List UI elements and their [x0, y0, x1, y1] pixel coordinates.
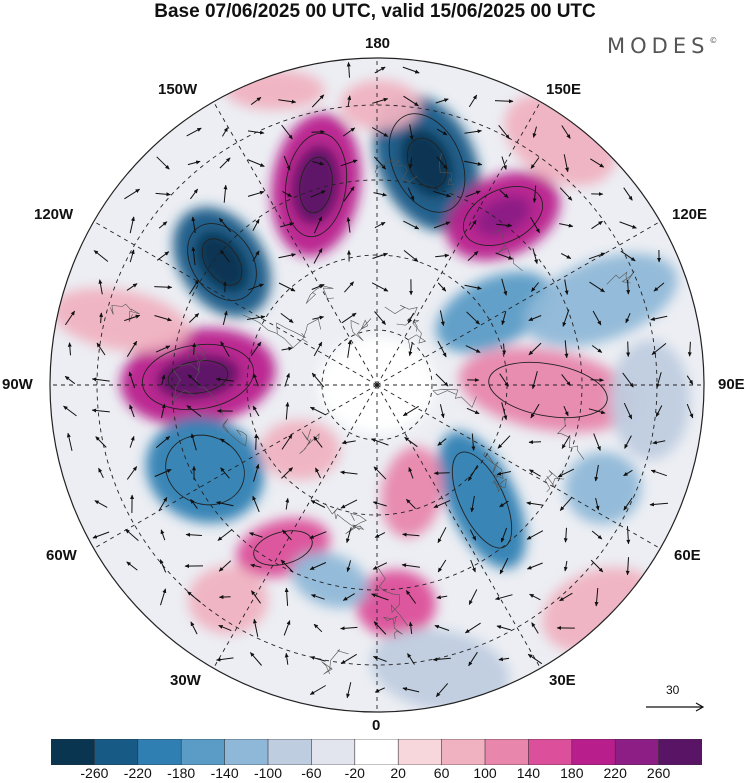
colorbar-swatch [614, 739, 660, 765]
colorbar-tick-label: 60 [433, 765, 450, 781]
colorbar-tick-label: -20 [344, 765, 365, 781]
colorbar-tick-label: 140 [516, 765, 541, 781]
colorbar-swatch [94, 739, 139, 765]
colorbar-swatch [51, 739, 96, 765]
colorbar-swatch [397, 739, 443, 765]
colorbar-tick-label: 180 [560, 765, 584, 781]
lon-label-180: 180 [365, 35, 391, 52]
lon-label-60w: 60W [46, 547, 77, 564]
lon-label-90e: 90E [718, 376, 745, 393]
lon-label-0: 0 [372, 717, 381, 734]
colorbar-swatch [137, 739, 183, 765]
colorbar-swatch [528, 739, 573, 765]
colorbar-tick-label: -220 [123, 765, 152, 781]
colorbar-swatch [224, 739, 269, 765]
colorbar-swatch [180, 739, 226, 765]
lon-label-30w: 30W [170, 672, 201, 689]
lon-label-120e: 120E [672, 206, 708, 223]
colorbar-tick-label: -140 [210, 765, 239, 781]
colorbar [51, 739, 702, 765]
reference-vector-arrow [646, 702, 705, 712]
colorbar-swatch [267, 739, 313, 765]
colorbar-swatch [311, 739, 356, 765]
colorbar-swatch [571, 739, 616, 765]
colorbar-tick-label: 220 [603, 765, 627, 781]
colorbar-tick-label: -260 [80, 765, 109, 781]
lon-label-150e: 150E [546, 81, 582, 98]
colorbar-tick-label: 20 [390, 765, 406, 781]
colorbar-tick-label: 260 [646, 765, 671, 781]
colorbar-swatch [354, 739, 399, 765]
lon-label-120w: 120W [34, 206, 74, 223]
colorbar-swatch [441, 739, 486, 765]
colorbar-tick-label: -60 [301, 765, 322, 781]
brand-logo: MODES© [607, 34, 718, 58]
colorbar-swatch [658, 739, 702, 765]
reference-vector-label: 30 [666, 683, 680, 697]
lon-label-90w: 90W [2, 376, 33, 393]
colorbar-tick-label: 100 [473, 765, 497, 781]
lon-label-150w: 150W [158, 81, 198, 98]
page-title: Base 07/06/2025 00 UTC, valid 15/06/2025… [154, 1, 596, 22]
colorbar-tick-label: -180 [167, 765, 196, 781]
lon-label-30e: 30E [549, 672, 576, 689]
colorbar-swatch [484, 739, 530, 765]
lon-label-60e: 60E [674, 547, 701, 564]
colorbar-tick-label: -100 [253, 765, 283, 781]
